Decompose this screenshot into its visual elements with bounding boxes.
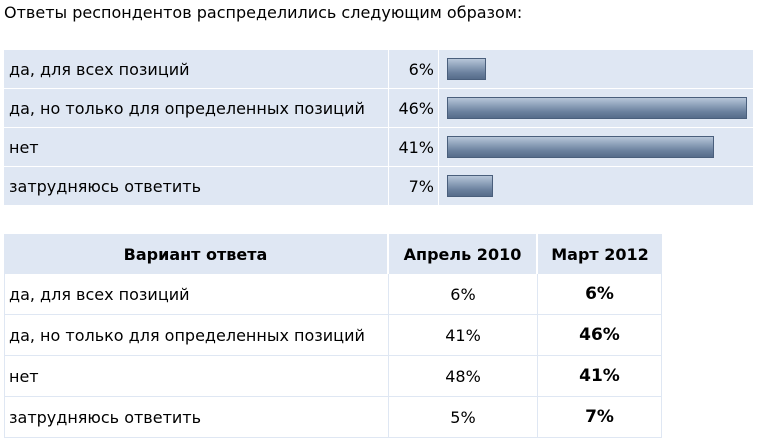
march-2012-cell: 7% — [538, 397, 662, 438]
bar-row: да, но только для определенных позиций 4… — [4, 89, 754, 128]
march-2012-cell: 41% — [538, 356, 662, 397]
bar — [447, 136, 714, 158]
bar-value-label: 41% — [389, 128, 439, 167]
april-2010-cell: 48% — [389, 356, 538, 397]
table-row: нет 48% 41% — [4, 356, 662, 397]
option-cell: да, для всех позиций — [4, 274, 389, 315]
march-2012-cell: 6% — [538, 274, 662, 315]
option-cell: затрудняюсь ответить — [4, 397, 389, 438]
bar-value-label: 6% — [389, 50, 439, 89]
table-header-row: Вариант ответа Апрель 2010 Март 2012 — [4, 234, 662, 274]
bar-value-label: 46% — [389, 89, 439, 128]
bar-row: да, для всех позиций 6% — [4, 50, 754, 89]
bar-track — [439, 167, 754, 206]
march-2012-cell: 46% — [538, 315, 662, 356]
april-2010-cell: 41% — [389, 315, 538, 356]
bar-row: затрудняюсь ответить 7% — [4, 167, 754, 206]
results-bar-chart: да, для всех позиций 6% да, но только дл… — [4, 50, 754, 206]
bar-label: да, но только для определенных позиций — [4, 89, 390, 128]
bar-track — [439, 128, 754, 167]
bar-track — [439, 50, 754, 89]
bar — [447, 58, 486, 80]
bar-label: да, для всех позиций — [4, 50, 390, 89]
april-2010-cell: 5% — [389, 397, 538, 438]
bar — [447, 175, 493, 197]
bar-row: нет 41% — [4, 128, 754, 167]
option-cell: да, но только для определенных позиций — [4, 315, 389, 356]
table-row: да, но только для определенных позиций 4… — [4, 315, 662, 356]
comparison-table: Вариант ответа Апрель 2010 Март 2012 да,… — [4, 234, 662, 438]
bar-value-label: 7% — [389, 167, 439, 206]
april-2010-cell: 6% — [389, 274, 538, 315]
intro-text: Ответы респондентов распределились следу… — [4, 3, 523, 22]
table-row: затрудняюсь ответить 5% 7% — [4, 397, 662, 438]
bar-label: затрудняюсь ответить — [4, 167, 390, 206]
bar-track — [439, 89, 754, 128]
table-row: да, для всех позиций 6% 6% — [4, 274, 662, 315]
bar-label: нет — [4, 128, 390, 167]
bar — [447, 97, 747, 119]
option-cell: нет — [4, 356, 389, 397]
column-header-option: Вариант ответа — [4, 234, 389, 274]
column-header-april-2010: Апрель 2010 — [389, 234, 538, 274]
column-header-march-2012: Март 2012 — [538, 234, 662, 274]
